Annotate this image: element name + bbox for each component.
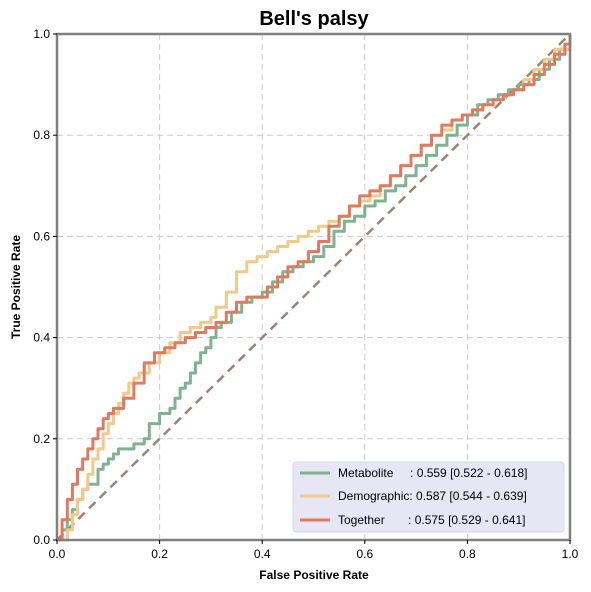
x-axis-label: False Positive Rate: [259, 568, 369, 582]
legend-box: [292, 461, 565, 533]
y-tick-label: 0.6: [33, 229, 50, 243]
x-tick-label: 0.4: [254, 547, 271, 561]
x-tick-label: 0.6: [356, 547, 373, 561]
axis-ticks: 0.0 0.2 0.4 0.6 0.8 1.0 0.0 0.2 0.4 0.6 0.8 1.0: [33, 27, 578, 561]
legend-label-demographic: Demographic: 0.587 [0.544 - 0.639]: [338, 489, 527, 503]
chart-title: Bell's palsy: [259, 8, 369, 30]
roc-line-together: [57, 34, 572, 542]
y-tick-label: 1.0: [33, 27, 50, 41]
plot-lines: [56, 33, 572, 542]
x-tick-label: 0.0: [49, 547, 66, 561]
plot-frame: [55, 32, 572, 542]
y-tick-label: 0.8: [33, 128, 50, 142]
y-tick-label: 0.0: [33, 533, 50, 547]
y-tick-label: 0.4: [33, 331, 50, 345]
chance-diagonal-line: [56, 33, 571, 541]
y-axis-label: True Positive Rate: [9, 235, 23, 339]
legend: Metabolite : 0.559 [0.522 - 0.618] Demog…: [292, 461, 565, 533]
x-tick-label: 0.2: [151, 547, 168, 561]
legend-label-metabolite: Metabolite : 0.559 [0.522 - 0.618]: [338, 466, 527, 480]
roc-line-metabolite: [57, 34, 572, 542]
y-tick-label: 0.2: [33, 432, 50, 446]
legend-label-together: Together : 0.575 [0.529 - 0.641]: [338, 513, 525, 527]
x-tick-label: 0.8: [459, 547, 476, 561]
x-tick-label: 1.0: [562, 547, 579, 561]
